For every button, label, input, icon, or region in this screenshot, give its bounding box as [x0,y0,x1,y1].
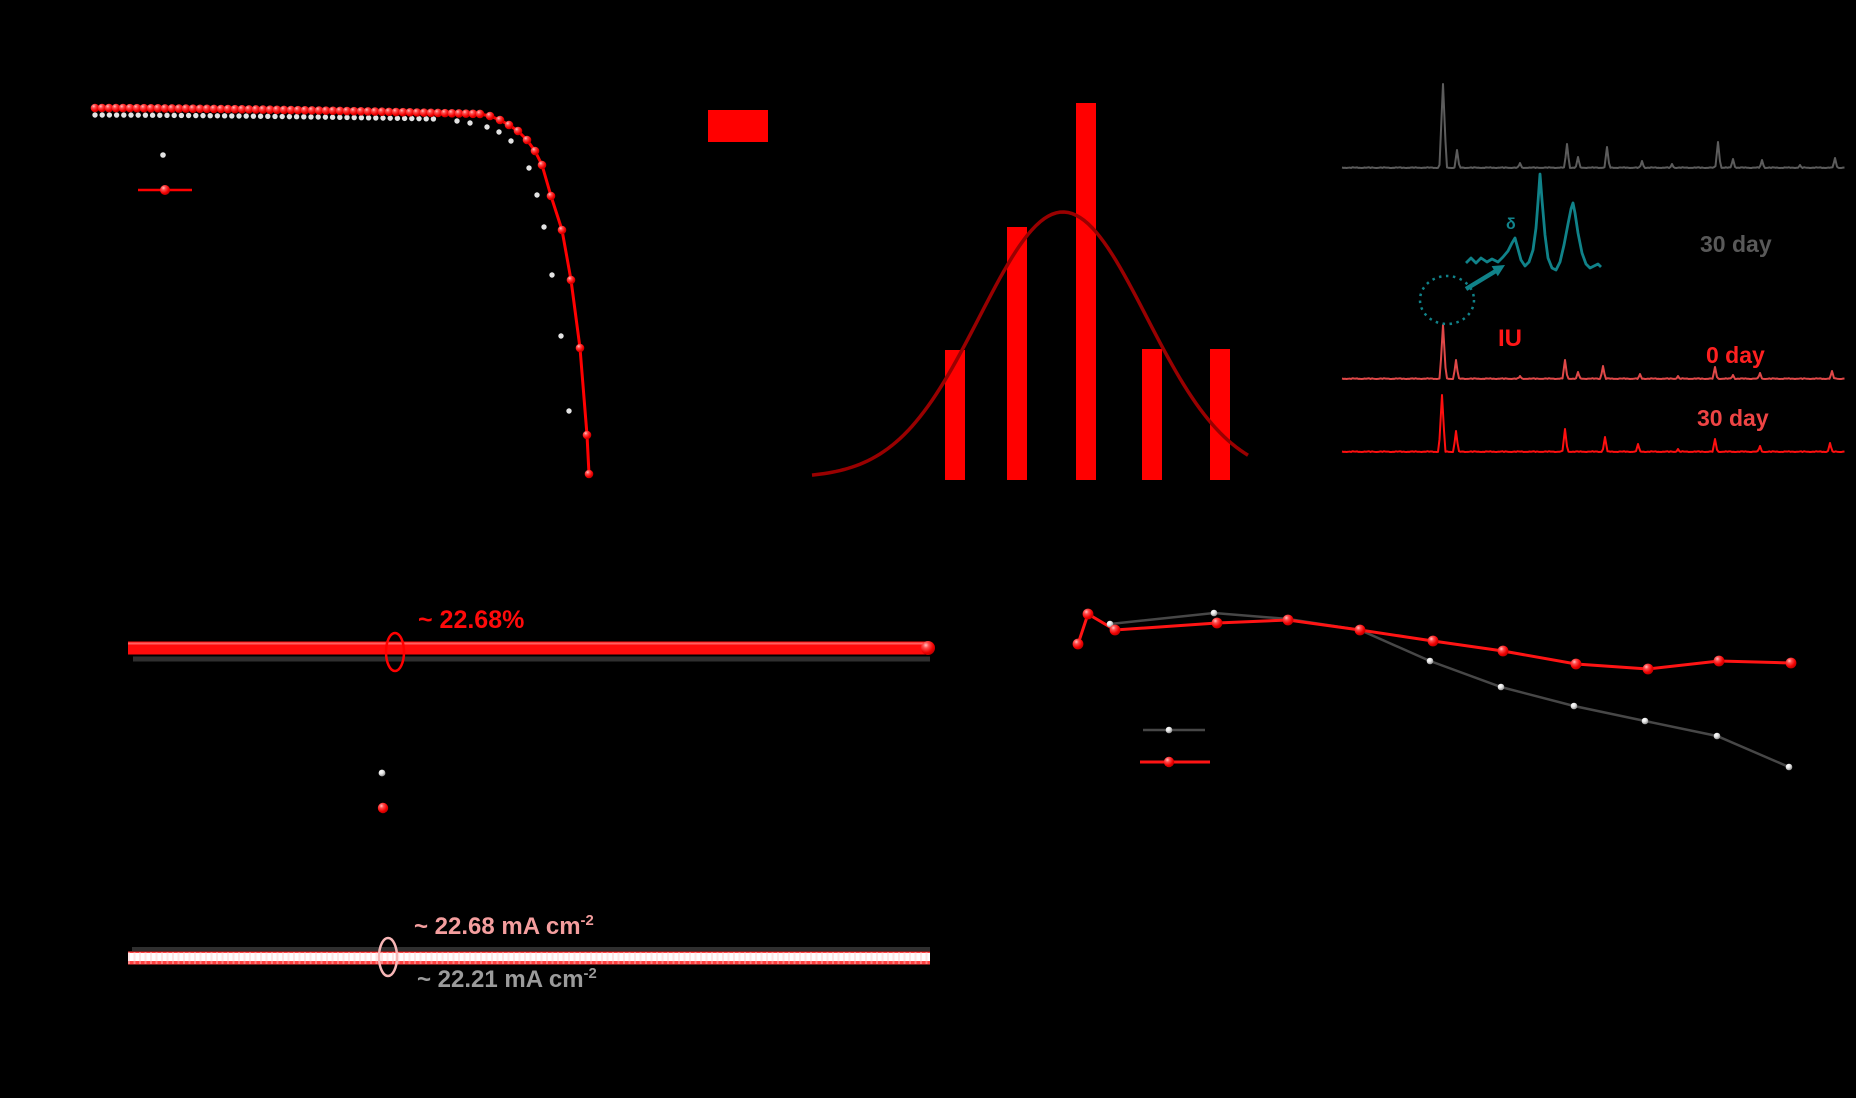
spo-legend [377,769,389,814]
xrd-30day-control-label: 30 day [1700,231,1772,257]
xrd-molecule-label: IU [1498,325,1522,352]
histogram-bar [945,350,965,480]
spo-jsc-aged-annotation: ~ 22.21 mA cm-2 [417,966,597,993]
histogram-panel [708,103,1249,480]
spo-panel [128,631,935,978]
xrd-inset-trace [1465,172,1602,272]
superscript: -2 [580,913,594,929]
callout-arrow [1464,267,1501,291]
xrd-trace-target-30day [1341,394,1845,453]
stability-control-line [1109,611,1790,769]
spo-pce-annotation: ~ 22.68% [418,606,525,634]
histogram-bar [1007,227,1027,480]
xrd-panel [1341,83,1845,453]
xrd-30day-target-label: 30 day [1697,405,1769,431]
highlight-ellipse [384,631,406,673]
histogram-bar [1142,349,1162,480]
xrd-delta-peak-label: δ [1506,216,1516,233]
jv-legend [138,152,192,195]
spo-jsc-fresh-annotation: ~ 22.68 mA cm-2 [414,913,594,940]
xrd-trace-control-30day [1341,83,1845,169]
histogram-bar [1210,349,1230,480]
histogram-legend-swatch [708,110,768,142]
superscript: -2 [583,966,597,982]
stability-legend [1140,726,1210,768]
gauss-fit-curve [811,210,1249,477]
callout-circle [1418,274,1476,326]
jv-panel [90,103,594,479]
callout-arrowhead [1491,265,1505,277]
stability-panel [1072,608,1797,771]
xrd-0day-label: 0 day [1706,342,1765,368]
highlight-ellipse [377,936,399,978]
histogram-bar [1076,103,1096,480]
xrd-trace-target-0day [1341,324,1845,380]
